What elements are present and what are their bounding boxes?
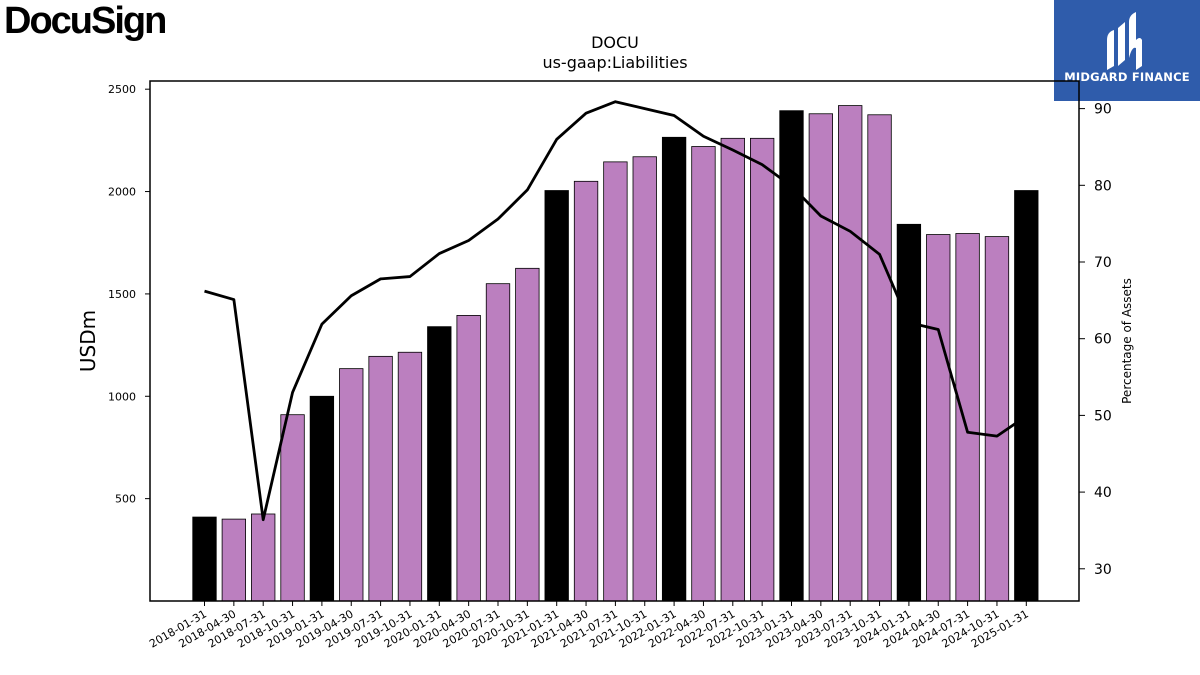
midgard-emblem-icon	[1107, 12, 1142, 70]
bar-2024-04-30	[926, 234, 951, 602]
bar-2018-04-30	[221, 518, 247, 602]
y2-tick-label: 50	[1094, 408, 1112, 424]
y-axis-label: USDm	[76, 310, 100, 372]
bars-group	[192, 105, 1039, 602]
bar-2024-10-31	[984, 236, 1010, 602]
bar-2021-01-31	[544, 190, 569, 602]
bar-2019-01-31	[309, 395, 335, 602]
bar-2018-07-31	[251, 513, 276, 602]
bar-2023-10-31	[867, 114, 892, 602]
bar-2020-07-31	[485, 283, 511, 602]
bar-2024-01-31	[896, 223, 922, 602]
partner-name: MIDGARD FINANCE	[1064, 70, 1190, 84]
docusign-logo: DocuSign	[4, 0, 167, 42]
y2-tick-label: 70	[1094, 255, 1112, 271]
y2-tick-label: 80	[1094, 178, 1112, 194]
line-group	[204, 100, 1028, 522]
bar-2020-01-31	[427, 326, 452, 602]
bar-2019-04-30	[339, 368, 364, 602]
bar-2022-10-31	[750, 137, 775, 602]
y-tick-label: 2000	[108, 186, 136, 199]
y-tick-label: 500	[115, 493, 136, 506]
y-tick-label: 2500	[108, 83, 136, 96]
bar-2021-07-31	[603, 161, 628, 602]
bar-2024-07-31	[955, 233, 980, 602]
bar-2018-10-31	[280, 414, 305, 602]
bar-2022-07-31	[720, 137, 745, 602]
right-axis: 30 40 50 60 70 80 90	[1079, 102, 1112, 578]
bar-2023-04-30	[808, 113, 833, 602]
x-axis: 2018-01-312018-04-302018-07-312018-10-31…	[147, 601, 1031, 651]
y2-tick-label: 60	[1094, 332, 1112, 348]
y-tick-label: 1500	[108, 288, 136, 301]
bar-2021-10-31	[632, 156, 657, 602]
plot-frame	[149, 80, 1080, 602]
y2-tick-label: 30	[1094, 562, 1112, 578]
bar-2025-01-31	[1014, 190, 1039, 602]
bar-2022-04-30	[691, 146, 716, 602]
bar-2023-01-31	[779, 110, 804, 602]
y2-axis-label: Percentage of Assets	[1120, 278, 1134, 404]
chart-subtitle: us-gaap:Liabilities	[542, 53, 687, 72]
y2-tick-label: 90	[1094, 102, 1112, 118]
y2-tick-label: 40	[1094, 485, 1112, 501]
bar-2019-07-31	[368, 355, 393, 602]
left-axis: 500 1000 1500 2000 2500	[108, 83, 150, 506]
y-tick-label: 1000	[108, 390, 136, 403]
bar-2018-01-31	[192, 516, 217, 602]
percentage-line	[204, 100, 1028, 522]
bar-2023-07-31	[838, 105, 863, 602]
bar-2019-10-31	[397, 351, 423, 602]
bar-2021-04-30	[573, 180, 599, 602]
chart-title: DOCU	[591, 33, 639, 52]
bar-2020-04-30	[456, 315, 481, 602]
bar-2020-10-31	[515, 267, 540, 602]
bar-2022-01-31	[661, 136, 687, 602]
